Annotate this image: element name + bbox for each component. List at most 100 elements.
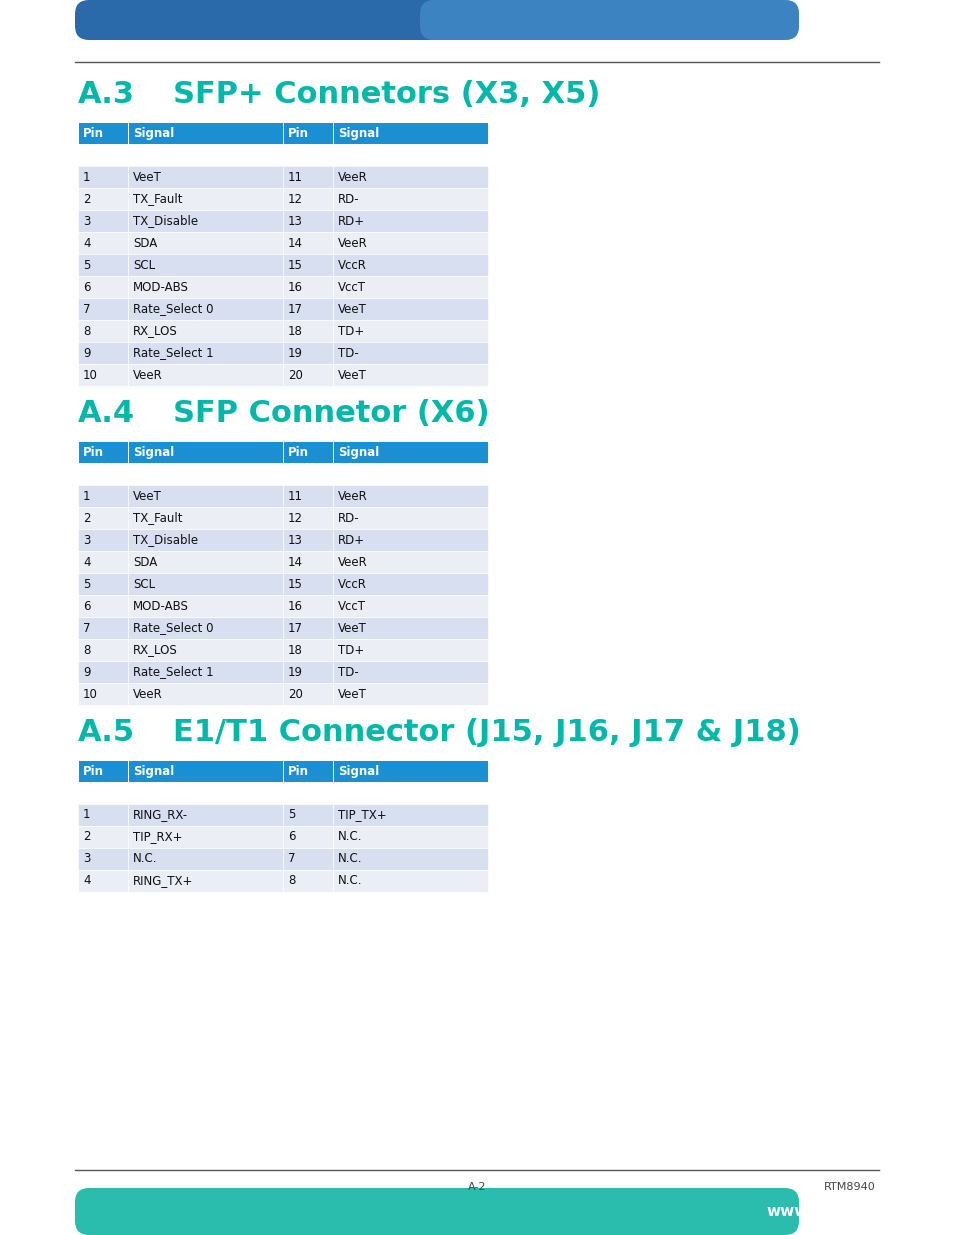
- Text: Signal: Signal: [337, 764, 379, 778]
- Bar: [283, 804, 333, 826]
- Text: RD-: RD-: [337, 193, 359, 205]
- Bar: [128, 441, 283, 463]
- Bar: [128, 188, 283, 210]
- Bar: [78, 508, 128, 529]
- Text: 3: 3: [83, 534, 91, 547]
- Text: SDA: SDA: [132, 236, 157, 249]
- Text: TX_Fault: TX_Fault: [132, 511, 182, 525]
- Text: VeeR: VeeR: [337, 170, 367, 184]
- Text: 2: 2: [83, 193, 91, 205]
- Text: 14: 14: [288, 236, 303, 249]
- Text: 18: 18: [288, 325, 302, 337]
- Bar: [78, 573, 128, 595]
- Text: VeeT: VeeT: [132, 489, 162, 503]
- Bar: [78, 122, 128, 144]
- Text: 3: 3: [83, 852, 91, 866]
- Bar: [78, 760, 128, 782]
- Text: SCL: SCL: [132, 578, 155, 590]
- Bar: [78, 364, 128, 387]
- Text: 14: 14: [288, 556, 303, 568]
- Text: TX_Disable: TX_Disable: [132, 534, 198, 547]
- Bar: [283, 298, 333, 320]
- Text: 8: 8: [83, 643, 91, 657]
- Bar: [333, 848, 488, 869]
- Bar: [283, 342, 333, 364]
- Bar: [333, 508, 488, 529]
- Bar: [128, 342, 283, 364]
- Bar: [333, 683, 488, 705]
- Text: 12: 12: [288, 193, 303, 205]
- Text: Signal: Signal: [132, 764, 174, 778]
- Text: VeeR: VeeR: [337, 556, 367, 568]
- Text: N.C.: N.C.: [337, 874, 362, 888]
- Bar: [128, 826, 283, 848]
- Bar: [333, 122, 488, 144]
- Text: VeeT: VeeT: [337, 368, 367, 382]
- Bar: [128, 869, 283, 892]
- Bar: [283, 573, 333, 595]
- Bar: [128, 661, 283, 683]
- Bar: [283, 188, 333, 210]
- Bar: [78, 254, 128, 275]
- Bar: [128, 165, 283, 188]
- Bar: [78, 804, 128, 826]
- Bar: [283, 320, 333, 342]
- Text: 9: 9: [83, 347, 91, 359]
- Bar: [78, 595, 128, 618]
- Bar: [333, 869, 488, 892]
- Bar: [78, 232, 128, 254]
- Bar: [333, 441, 488, 463]
- Text: 20: 20: [288, 688, 302, 700]
- FancyBboxPatch shape: [75, 0, 799, 40]
- Text: RING_RX-: RING_RX-: [132, 809, 188, 821]
- Text: 10: 10: [83, 688, 98, 700]
- Bar: [333, 618, 488, 638]
- Text: 13: 13: [288, 534, 302, 547]
- Bar: [78, 618, 128, 638]
- Text: RD+: RD+: [337, 534, 365, 547]
- Bar: [333, 254, 488, 275]
- Bar: [283, 529, 333, 551]
- Text: VeeT: VeeT: [337, 303, 367, 315]
- Text: 8: 8: [288, 874, 295, 888]
- Bar: [78, 638, 128, 661]
- Bar: [283, 508, 333, 529]
- Text: VccT: VccT: [337, 599, 366, 613]
- Text: A.4: A.4: [78, 399, 135, 429]
- Text: TD+: TD+: [337, 643, 364, 657]
- Text: 19: 19: [288, 347, 303, 359]
- Text: 7: 7: [83, 621, 91, 635]
- Bar: [78, 848, 128, 869]
- Bar: [333, 804, 488, 826]
- Text: Signal: Signal: [132, 126, 174, 140]
- Text: VeeR: VeeR: [337, 236, 367, 249]
- Text: 13: 13: [288, 215, 302, 227]
- Text: TD-: TD-: [337, 666, 358, 678]
- Text: 17: 17: [288, 303, 303, 315]
- Text: SFP+ Connetors (X3, X5): SFP+ Connetors (X3, X5): [172, 80, 599, 109]
- Bar: [128, 485, 283, 508]
- Bar: [283, 232, 333, 254]
- Bar: [333, 275, 488, 298]
- Text: Pin: Pin: [288, 446, 309, 458]
- Text: Rate_Select 0: Rate_Select 0: [132, 303, 213, 315]
- Bar: [128, 638, 283, 661]
- Bar: [128, 364, 283, 387]
- Text: SFP Connetor (X6): SFP Connetor (X6): [172, 399, 489, 429]
- Text: Signal: Signal: [337, 126, 379, 140]
- Bar: [78, 683, 128, 705]
- Text: 5: 5: [83, 258, 91, 272]
- Bar: [78, 826, 128, 848]
- Bar: [128, 848, 283, 869]
- Text: MOD-ABS: MOD-ABS: [132, 280, 189, 294]
- Bar: [128, 573, 283, 595]
- Text: 7: 7: [83, 303, 91, 315]
- Bar: [78, 298, 128, 320]
- Bar: [283, 848, 333, 869]
- Text: VccT: VccT: [337, 280, 366, 294]
- Text: 15: 15: [288, 258, 302, 272]
- Bar: [78, 165, 128, 188]
- Text: TD+: TD+: [337, 325, 364, 337]
- Text: Pin: Pin: [288, 126, 309, 140]
- Bar: [333, 661, 488, 683]
